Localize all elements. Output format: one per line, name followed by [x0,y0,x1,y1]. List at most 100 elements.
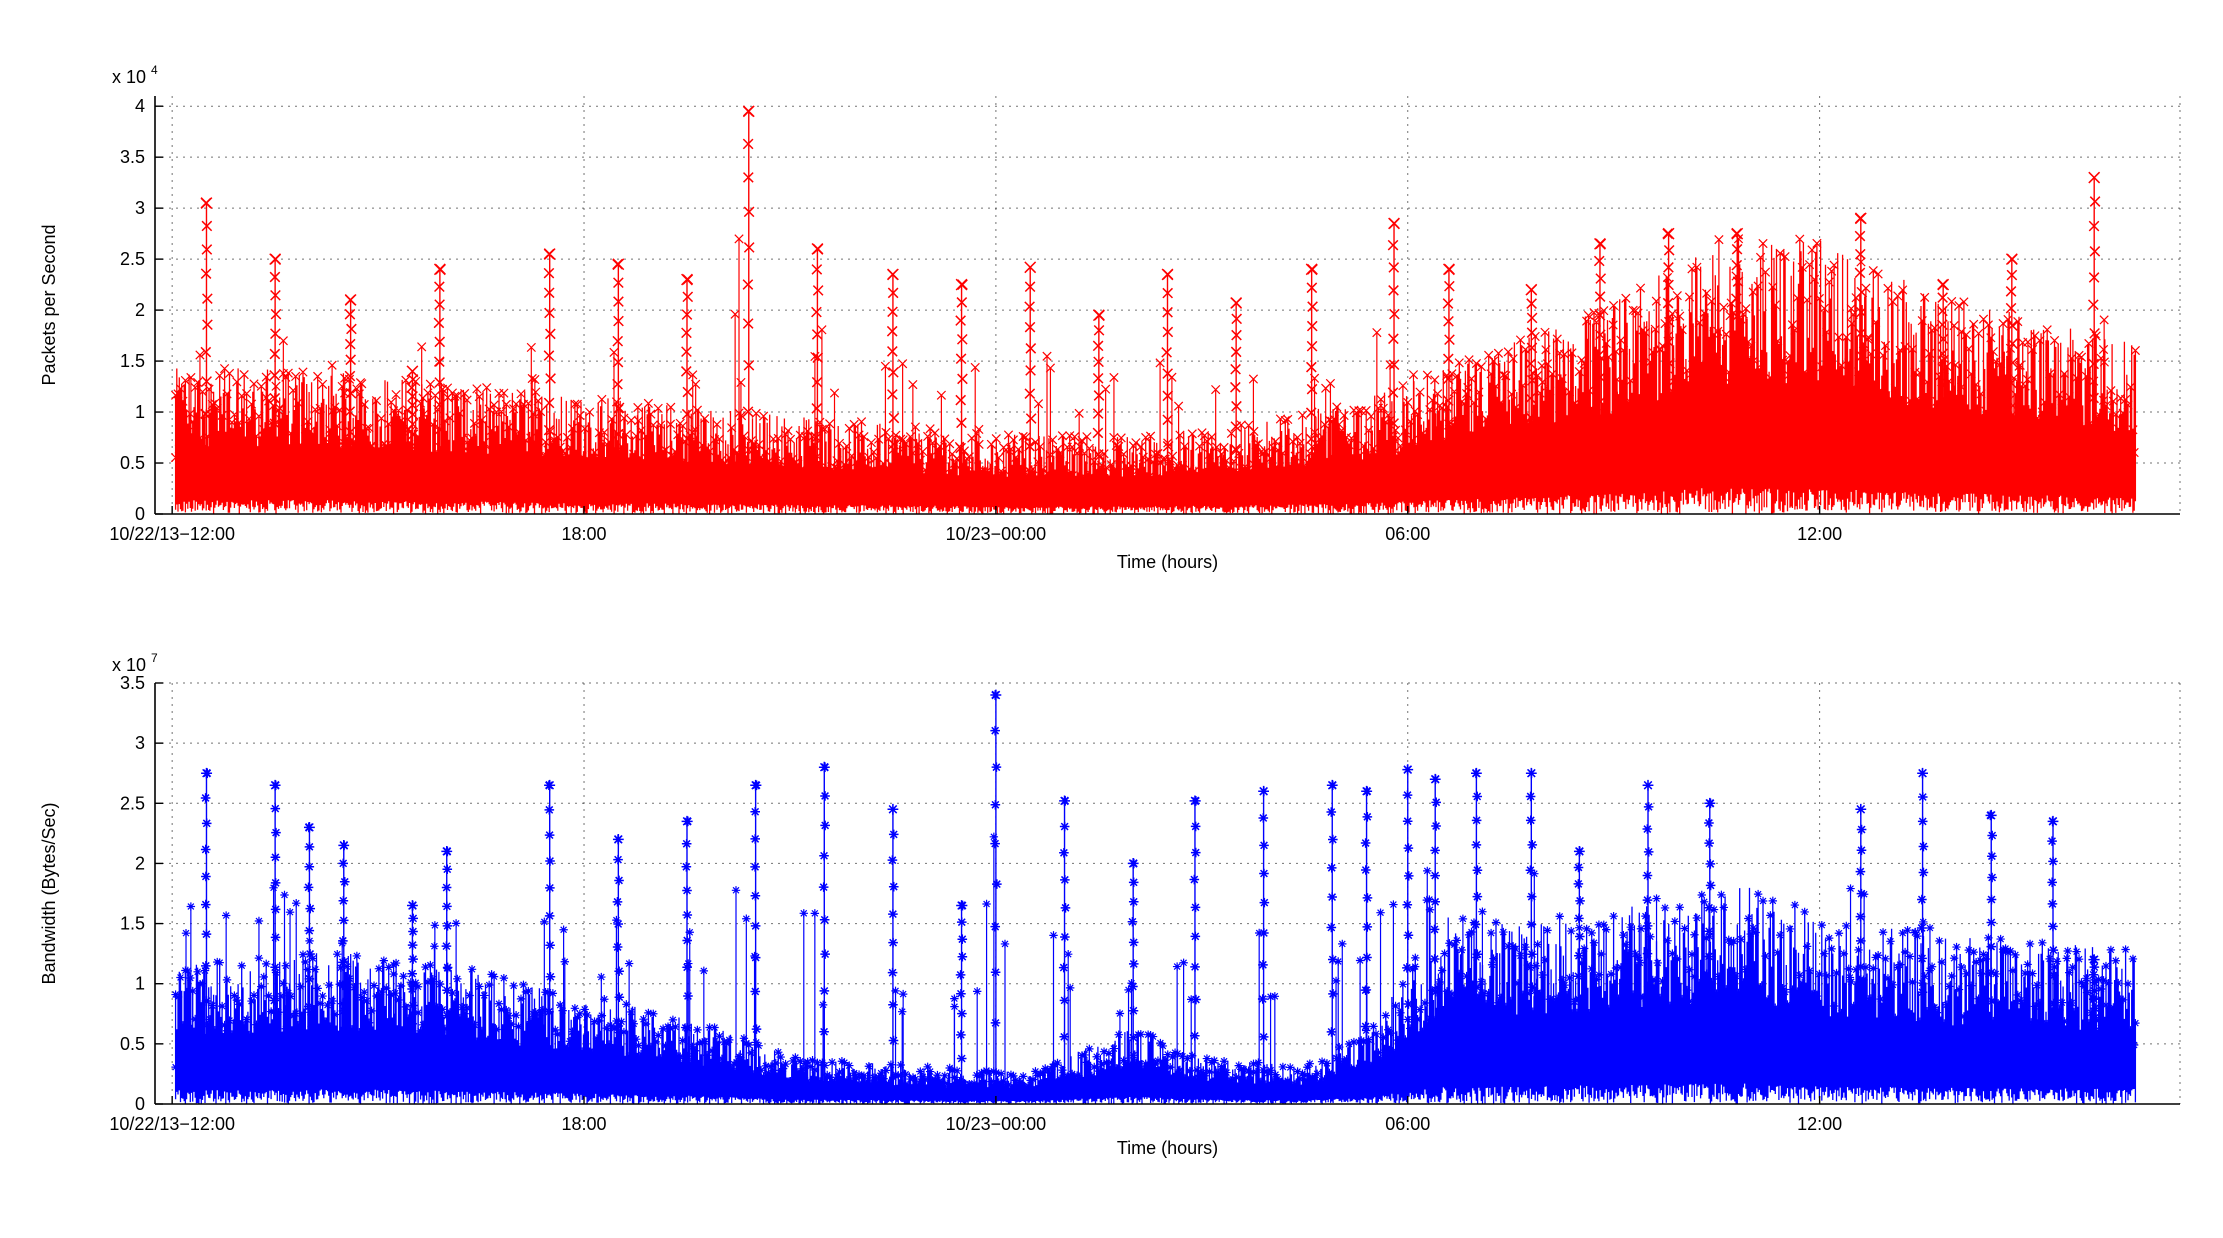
spike-markers [1701,934,1711,943]
spike-markers [1846,884,1855,893]
spike-markers [880,361,891,371]
spike-markers [1065,983,1075,993]
series-bandwidth [171,689,2140,1104]
spike-markers [734,234,744,244]
spike [2087,171,2109,450]
series-body [174,238,2137,514]
y-tick-label: 1.5 [120,351,145,371]
spike-markers [195,350,205,360]
x-tick-label: 10/22/13−12:00 [109,1114,235,1134]
spike [1049,795,1075,1091]
spike-markers [1478,907,1487,916]
y-exponent-base-top: x 10 [112,67,146,87]
spike-markers [407,900,418,1054]
spike [1651,227,1675,425]
spike-markers [730,309,740,319]
spike-markers [1402,764,1414,1058]
spike-markers [181,928,191,938]
spike-markers [559,925,568,934]
spike-markers [1042,351,1052,361]
spike-markers [338,938,347,948]
spike [1432,263,1473,463]
spike [950,900,982,1096]
spike [285,821,316,1049]
spike-markers [1636,924,1646,933]
spike [324,839,350,1051]
spike [982,689,1010,1096]
spike-markers [389,960,398,970]
spike-markers [891,986,900,996]
x-tick-label: 06:00 [1385,1114,1430,1134]
spike-markers [1507,389,1517,399]
spike-markers [441,846,453,1055]
spike-markers [1608,320,1618,330]
spike [261,253,288,464]
spike-markers [540,917,549,927]
spike-markers [1936,278,1950,435]
spike-markers [560,957,569,966]
spike-markers [435,357,445,367]
y-axis-label-bottom: Bandwidth (Bytes/Sec) [39,802,59,984]
bandwidth-panel: 0 0.5 1 1.5 2 2.5 3 3.5 10/22/13−12:00 18:00 10/23… [39,651,2181,1158]
spike-markers [402,405,412,415]
spike [1507,283,1551,451]
spike-markers [612,915,621,925]
spike [2005,253,2033,442]
spike [1372,217,1419,471]
y-tick-label: 2 [135,300,145,320]
spike-markers [887,803,899,1094]
spike-markers [1173,401,1184,411]
spike-markers [1167,372,1177,382]
spike-markers [614,404,624,414]
spike-markers [1525,283,1538,451]
spike-markers [336,963,345,973]
spike-markers [1863,334,1873,345]
spike-markers [269,883,278,892]
spike-markers [1573,846,1585,1035]
spike [1690,797,1716,1028]
spike-markers [1730,227,1744,413]
spike-markers [1985,809,1997,1045]
spike-markers [1376,908,1385,917]
spike-markers [1033,399,1044,409]
spike-markers [338,839,350,1051]
spike-markers [742,105,755,480]
spike-markers [221,911,231,920]
spike-markers [355,378,366,388]
spike-markers [1101,384,1111,394]
x-tick-label: 10/23−00:00 [946,524,1047,544]
spike-markers [1266,992,1275,1001]
spike-markers [1442,263,1455,463]
spike-markers [1331,976,1341,986]
spike-markers [1023,261,1037,489]
spike-markers [972,987,982,996]
spike-markers [417,342,427,352]
spike-markers [413,982,423,991]
spike-markers [1124,985,1133,995]
y-axis-label-top: Packets per Second [39,224,59,385]
y-tick-label: 2.5 [120,793,145,813]
spike-markers [897,359,908,369]
spike-markers [1705,931,1714,941]
spike-markers [666,402,676,412]
spike-markers [1385,360,1395,370]
spike-markers [1334,957,1343,966]
y-exponent-base-bottom: x 10 [112,655,146,675]
spike-markers [391,416,401,426]
y-tick-label: 3.5 [120,147,145,167]
spike [1911,767,1935,1043]
spike [430,846,461,1055]
spike-markers [285,907,295,917]
spike-markers [612,833,625,1070]
spike [1566,846,1604,1035]
spike-markers [1956,382,1967,392]
spike-markers [526,342,536,353]
spike-markers [1537,361,1547,371]
spike-markers [1593,237,1607,440]
spike-markers [451,919,461,928]
axes-top: 0 0.5 1 1.5 2 2.5 3 3.5 4 10/22/13−12:00 18:00 10/2… [109,96,2180,544]
spike-markers [419,409,429,419]
spike-markers [1845,973,1855,982]
spike-markers [950,994,959,1003]
